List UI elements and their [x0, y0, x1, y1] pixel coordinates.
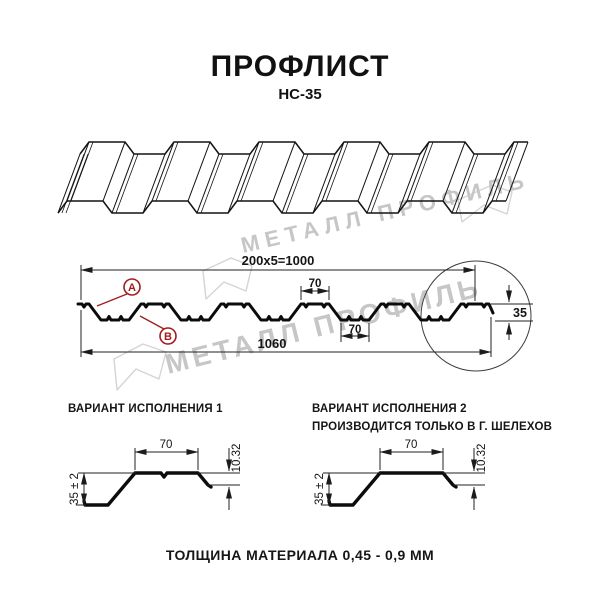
variant2-profile [327, 471, 458, 507]
dim-label: 10.32 [476, 444, 488, 473]
watermark-logo-shape [113, 343, 167, 391]
callout-b: В [139, 315, 177, 345]
dim-total-bottom: 1060 [80, 310, 492, 357]
dim-total-top: 200x5=1000 [80, 253, 476, 301]
variant1-profile [82, 471, 213, 507]
dim-label: 35 [513, 306, 527, 320]
dim-label: 1060 [258, 336, 287, 351]
dim-label: 10.32 [231, 444, 243, 473]
dim-label: 70 [309, 278, 322, 290]
watermark-logo-shape [202, 257, 253, 300]
material-thickness-note: ТОЛЩИНА МАТЕРИАЛА 0,45 - 0,9 ММ [165, 547, 435, 563]
dim-crest-width: 70 [300, 278, 330, 300]
sheet-3d-drawing [57, 141, 529, 214]
dim-label: 70 [160, 439, 173, 451]
page-title: ПРОФЛИСТ [210, 50, 390, 83]
profile-outline [76, 302, 495, 322]
variant2-title: ВАРИАНТ ИСПОЛНЕНИЯ 2 [312, 403, 467, 415]
dim-valley-width: 70 [340, 323, 370, 342]
dim-label: 35 ± 2 [69, 473, 81, 505]
dim-label: 70 [405, 439, 418, 451]
profile-code: НС-35 [278, 86, 322, 103]
dim-height: 35 [491, 285, 533, 340]
callout-letter: А [128, 282, 136, 294]
variant2-drawing: 70 10.32 35 ± 2 [314, 439, 488, 510]
dim-label: 70 [349, 324, 362, 336]
variant2-note: ПРОИЗВОДИТСЯ ТОЛЬКО В Г. ШЕЛЕХОВ [312, 421, 553, 433]
dim-label: 35 ± 2 [314, 473, 326, 505]
watermark-text: МЕТАЛЛ ПРОФИЛЬ [162, 271, 485, 380]
callout-letter: В [164, 331, 172, 343]
cross-section-drawing: 200x5=1000 70 70 1060 35 [76, 253, 533, 372]
watermark-logo-shape [457, 184, 513, 223]
variant1-title: ВАРИАНТ ИСПОЛНЕНИЯ 1 [68, 403, 223, 415]
detail-zoom-circle [420, 260, 532, 372]
dim-label: 200x5=1000 [242, 253, 315, 268]
callout-a: А [96, 278, 141, 307]
variant1-drawing: 70 10.32 35 ± 2 [69, 439, 243, 510]
